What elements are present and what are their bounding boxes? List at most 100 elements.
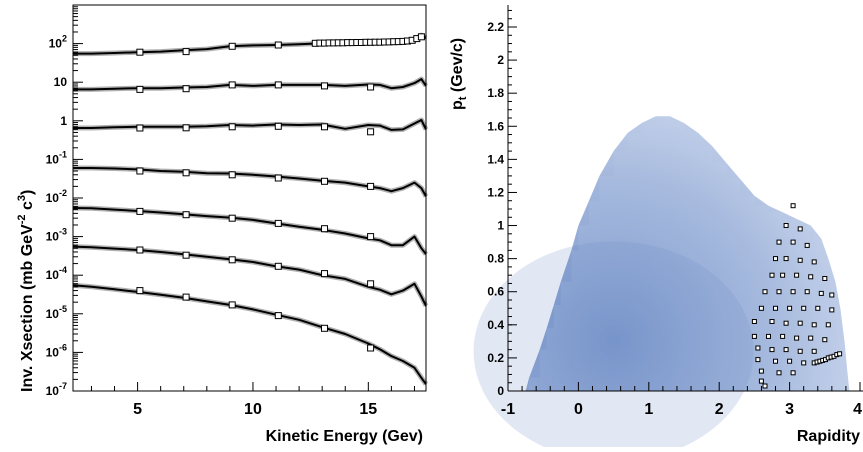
left-x-tick-label: 5 xyxy=(133,401,142,418)
rapidity-point-7 xyxy=(783,256,789,262)
right-y-tick-label: 1 xyxy=(497,219,504,233)
rapidity-point-3 xyxy=(776,239,782,245)
density-bin xyxy=(539,349,547,391)
rapidity-point-18 xyxy=(804,289,810,295)
left-y-tick-labels: 102 10 1 10-1 10-2 10-3 10-4 10-5 10-6 10-7 xyxy=(46,34,68,398)
series-2-point-4 xyxy=(321,123,328,131)
density-bin xyxy=(768,212,783,391)
right-x-tick-label: 0 xyxy=(574,401,583,418)
rapidity-point-6 xyxy=(773,256,778,262)
right-y-axis-title: pt (Gev/c) xyxy=(449,38,469,110)
right-y-tick-label: 2 xyxy=(497,53,504,67)
rapidity-point-40 xyxy=(769,347,775,353)
series-5-curve xyxy=(72,245,427,307)
right-y-tick-labels: 0 0.2 0.4 0.6 0.8 1 1.2 1.4 1.6 1.8 2 2.2 xyxy=(487,20,504,398)
rapidity-point-33 xyxy=(751,333,757,339)
rapidity-point-44 xyxy=(755,357,761,363)
rapidity-point-10 xyxy=(769,272,775,278)
right-x-tick-label: 2 xyxy=(715,401,724,418)
density-bin xyxy=(553,305,561,391)
rapidity-point-62 xyxy=(837,351,843,357)
left-y-tick-label: 1 xyxy=(60,114,67,128)
series-0-point-0 xyxy=(136,48,144,56)
series-4-point-4 xyxy=(321,225,328,233)
left-series-group xyxy=(72,32,429,386)
rapidity-point-30 xyxy=(797,320,803,326)
series-0-point-1 xyxy=(182,48,190,56)
right-panel: 0 0.2 0.4 0.6 0.8 1 1.2 1.4 1.6 1.8 2 2.2 -1 0 1 2 3 4 R… xyxy=(449,5,863,452)
rapidity-point-12 xyxy=(794,272,800,278)
rapidity-point-46 xyxy=(787,358,793,364)
rapidity-point-23 xyxy=(787,305,793,311)
rapidity-point-26 xyxy=(829,307,835,313)
right-y-tick-label: 0.2 xyxy=(487,351,504,365)
right-y-tick-label: 1.2 xyxy=(487,185,504,199)
series-4-point-3 xyxy=(274,219,282,227)
right-y-tick-label: 1.4 xyxy=(487,152,504,166)
series-1-point-1 xyxy=(182,85,190,93)
rapidity-point-5 xyxy=(804,242,810,248)
density-bin xyxy=(840,341,845,391)
rapidity-point-42 xyxy=(797,348,803,354)
left-y-tick-label: 102 xyxy=(49,34,67,51)
series-6-point-3 xyxy=(274,312,282,320)
right-y-tick-label: 0 xyxy=(497,384,504,398)
right-axis-ticks xyxy=(507,9,861,392)
rapidity-point-52 xyxy=(762,383,768,389)
series-2-point-0 xyxy=(136,124,144,132)
density-bin xyxy=(698,146,713,391)
series-1-point-2 xyxy=(228,81,236,89)
series-1-point-5 xyxy=(367,83,375,91)
series-6-point-1 xyxy=(182,293,190,301)
density-bin xyxy=(844,371,848,391)
rapidity-point-49 xyxy=(776,370,782,376)
series-6-point-5 xyxy=(367,344,375,352)
rapidity-density-map xyxy=(473,116,850,452)
rapidity-point-14 xyxy=(822,276,828,281)
density-bin xyxy=(782,218,797,391)
density-bin xyxy=(835,308,841,391)
rapidity-point-1 xyxy=(783,223,789,228)
rapidity-point-37 xyxy=(808,335,814,341)
density-core xyxy=(473,241,754,452)
density-bin xyxy=(828,281,836,391)
series-1-point-4 xyxy=(321,82,328,90)
density-bin xyxy=(821,258,829,391)
rapidity-point-11 xyxy=(780,272,786,278)
density-bin xyxy=(571,250,579,391)
rapidity-point-51 xyxy=(758,378,764,384)
left-y-tick-label: 10-6 xyxy=(46,342,67,359)
rapidity-point-25 xyxy=(815,305,821,311)
left-x-tick-labels: 5 10 15 xyxy=(133,401,377,418)
rapidity-point-43 xyxy=(811,348,817,354)
density-bin xyxy=(599,175,614,391)
rapidity-point-34 xyxy=(766,333,771,339)
rapidity-point-29 xyxy=(783,320,789,326)
rapidity-point-47 xyxy=(801,360,807,366)
rapidity-point-20 xyxy=(829,292,835,298)
right-x-tick-label: 3 xyxy=(785,401,794,418)
right-y-tick-label: 1.6 xyxy=(487,119,504,133)
series-5-point-2 xyxy=(228,256,236,264)
density-bin xyxy=(712,162,727,391)
left-y-tick-label: 10-5 xyxy=(46,304,67,321)
density-bin xyxy=(613,151,628,391)
series-5-band xyxy=(72,244,429,307)
density-bin xyxy=(740,195,755,391)
rapidity-point-39 xyxy=(755,345,761,351)
density-bin xyxy=(810,238,822,391)
right-x-tick-label: 1 xyxy=(644,401,653,418)
rapidity-point-0 xyxy=(790,203,796,209)
right-x-tick-label: 4 xyxy=(853,401,862,418)
left-x-axis-title: Kinetic Energy (Gev) xyxy=(266,428,423,445)
series-3-point-3 xyxy=(274,174,282,182)
right-y-tick-label: 2.2 xyxy=(487,20,504,34)
right-x-tick-label: -1 xyxy=(501,401,515,418)
left-y-tick-label: 10-3 xyxy=(46,227,67,244)
rapidity-point-35 xyxy=(780,333,786,339)
rapidity-point-50 xyxy=(790,370,796,376)
series-4-point-5 xyxy=(367,233,375,241)
series-2-point-5 xyxy=(367,128,375,136)
